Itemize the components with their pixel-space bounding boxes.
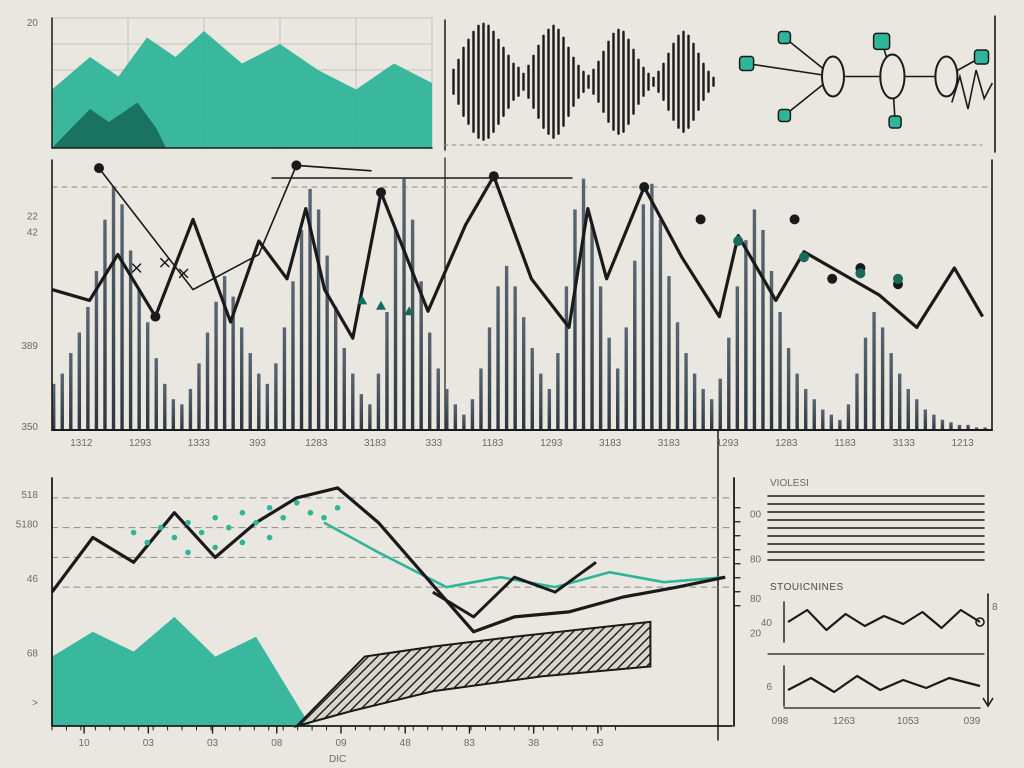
svg-text:09: 09 <box>335 738 347 749</box>
svg-text:350: 350 <box>21 422 38 433</box>
svg-text:5180: 5180 <box>16 520 39 531</box>
svg-text:389: 389 <box>21 341 38 352</box>
svg-text:STOUICNINES: STOUICNINES <box>770 582 844 593</box>
svg-text:1183: 1183 <box>834 438 856 449</box>
svg-text:DIC: DIC <box>329 754 346 765</box>
svg-text:68: 68 <box>27 649 39 660</box>
svg-text:83: 83 <box>464 738 476 749</box>
svg-text:518: 518 <box>21 490 38 501</box>
svg-text:1293: 1293 <box>129 438 152 449</box>
svg-text:3183: 3183 <box>658 438 681 449</box>
svg-text:098: 098 <box>772 716 789 727</box>
svg-text:63: 63 <box>592 738 604 749</box>
svg-text:3133: 3133 <box>893 438 916 449</box>
svg-text:3183: 3183 <box>364 438 387 449</box>
svg-text:8: 8 <box>992 602 998 613</box>
svg-text:393: 393 <box>249 438 266 449</box>
svg-text:46: 46 <box>27 574 39 585</box>
svg-text:48: 48 <box>400 738 412 749</box>
svg-text:1333: 1333 <box>188 438 211 449</box>
svg-text:6: 6 <box>766 682 772 693</box>
svg-text:VIOLESI: VIOLESI <box>770 478 809 489</box>
svg-text:1283: 1283 <box>775 438 798 449</box>
svg-text:80: 80 <box>750 594 762 605</box>
svg-text:333: 333 <box>426 438 443 449</box>
svg-text:039: 039 <box>964 716 981 727</box>
svg-text:03: 03 <box>207 738 219 749</box>
svg-text:1312: 1312 <box>70 438 93 449</box>
svg-text:20: 20 <box>750 629 762 640</box>
svg-text:03: 03 <box>143 738 155 749</box>
svg-text:00: 00 <box>750 510 762 521</box>
svg-text:1293: 1293 <box>717 438 740 449</box>
svg-text:22: 22 <box>27 211 39 222</box>
svg-text:1183: 1183 <box>482 438 504 449</box>
svg-text:42: 42 <box>27 228 39 239</box>
svg-text:38: 38 <box>528 738 540 749</box>
svg-text:80: 80 <box>750 554 762 565</box>
svg-text:1053: 1053 <box>897 716 920 727</box>
svg-text:40: 40 <box>761 618 773 629</box>
svg-text:>: > <box>32 698 38 709</box>
svg-text:1213: 1213 <box>952 438 975 449</box>
svg-text:1263: 1263 <box>833 716 856 727</box>
svg-text:08: 08 <box>271 738 283 749</box>
svg-text:3183: 3183 <box>599 438 622 449</box>
svg-text:10: 10 <box>79 738 91 749</box>
svg-text:1293: 1293 <box>540 438 563 449</box>
svg-text:20: 20 <box>27 18 39 29</box>
svg-text:1283: 1283 <box>305 438 328 449</box>
